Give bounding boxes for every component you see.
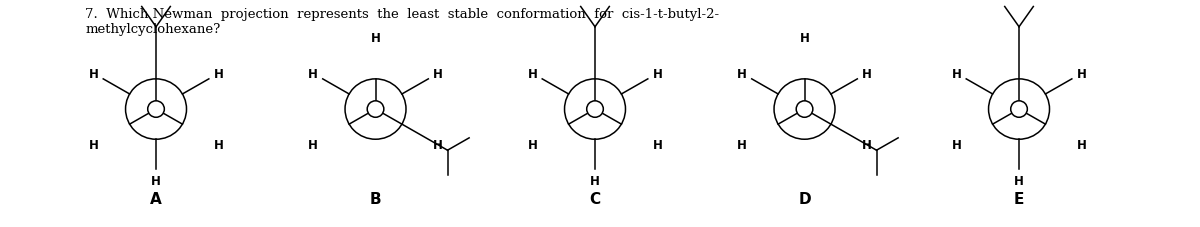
Text: H: H: [653, 68, 662, 81]
Text: H: H: [862, 68, 872, 81]
Circle shape: [148, 101, 164, 118]
Text: H: H: [528, 68, 538, 81]
Text: H: H: [89, 139, 98, 152]
Text: H: H: [1076, 68, 1086, 81]
Text: A: A: [150, 192, 162, 207]
Text: H: H: [528, 139, 538, 152]
Text: H: H: [433, 68, 443, 81]
Text: H: H: [799, 32, 810, 45]
Text: H: H: [1076, 139, 1086, 152]
Text: H: H: [952, 139, 961, 152]
Text: H: H: [308, 68, 318, 81]
Text: H: H: [862, 139, 872, 152]
Text: H: H: [952, 68, 961, 81]
Text: H: H: [653, 139, 662, 152]
Text: C: C: [589, 192, 600, 207]
Text: H: H: [214, 139, 223, 152]
Text: H: H: [433, 139, 443, 152]
Text: E: E: [1014, 192, 1025, 207]
Text: H: H: [214, 68, 223, 81]
Circle shape: [587, 101, 604, 118]
Circle shape: [1010, 101, 1027, 118]
Text: 7.  Which Newman  projection  represents  the  least  stable  conformation  for : 7. Which Newman projection represents th…: [85, 8, 719, 36]
Text: H: H: [1014, 174, 1024, 187]
Text: H: H: [737, 68, 748, 81]
Text: H: H: [371, 32, 380, 45]
Text: D: D: [798, 192, 811, 207]
Text: B: B: [370, 192, 382, 207]
Text: H: H: [590, 174, 600, 187]
Text: H: H: [89, 68, 98, 81]
Text: H: H: [308, 139, 318, 152]
Text: H: H: [151, 174, 161, 187]
Circle shape: [797, 101, 812, 118]
Text: H: H: [737, 139, 748, 152]
Circle shape: [367, 101, 384, 118]
